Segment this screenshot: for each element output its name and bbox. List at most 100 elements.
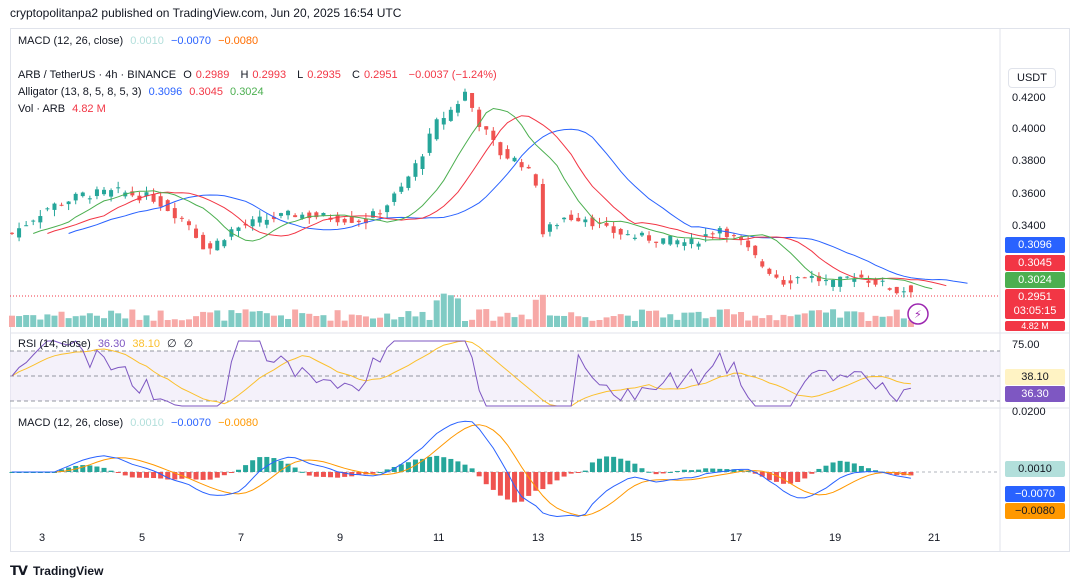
date-tick: 9 bbox=[337, 532, 344, 544]
volume-bar bbox=[603, 317, 610, 327]
volume-bar bbox=[858, 312, 865, 327]
candle-body bbox=[17, 228, 22, 238]
symbol-title: ARB / TetherUS · 4h · BINANCE bbox=[18, 69, 177, 81]
volume-bar bbox=[341, 320, 348, 327]
candle-body bbox=[413, 163, 418, 177]
macd-histogram-bar bbox=[745, 470, 751, 472]
macd-histogram-bar bbox=[108, 470, 114, 472]
macd-histogram-bar bbox=[384, 469, 390, 472]
macd-histogram-bar bbox=[299, 471, 305, 473]
volume-bar bbox=[490, 320, 497, 327]
ohlc-close: C 0.2951 bbox=[352, 69, 402, 81]
macd-histogram-bar bbox=[717, 468, 723, 472]
volume-bar bbox=[511, 317, 518, 327]
countdown-timer: 03:05:15 bbox=[1013, 305, 1057, 317]
macd-histogram-bar bbox=[441, 457, 447, 472]
volume-bar bbox=[221, 320, 228, 327]
candle-body bbox=[880, 280, 885, 282]
rsi-value-tag: 36.30 bbox=[1005, 386, 1065, 402]
macd-histogram-bar bbox=[87, 465, 93, 472]
candle-body bbox=[278, 213, 283, 216]
candle-body bbox=[109, 190, 114, 197]
volume-bar bbox=[766, 315, 773, 327]
macd-histogram-bar bbox=[420, 458, 426, 472]
volume-bar bbox=[709, 316, 716, 327]
volume-bar bbox=[171, 319, 178, 327]
macd-histogram-bar bbox=[221, 472, 227, 476]
volume-bar bbox=[872, 315, 879, 327]
candle-body bbox=[661, 238, 666, 244]
macd-histogram-bar bbox=[101, 467, 107, 472]
volume-bar bbox=[568, 312, 575, 327]
volume-bar bbox=[256, 311, 263, 327]
candle-body bbox=[908, 285, 913, 293]
currency-button[interactable]: USDT bbox=[1008, 68, 1056, 88]
low-value: 0.2935 bbox=[307, 69, 341, 81]
volume-bar bbox=[907, 320, 914, 327]
volume-bar bbox=[539, 294, 546, 327]
macd-legend[interactable]: MACD (12, 26, close) 0.0010 −0.0070 −0.0… bbox=[18, 417, 262, 429]
alligator-legend[interactable]: Alligator (13, 8, 5, 8, 5, 3) 0.3096 0.3… bbox=[18, 86, 268, 98]
macd-histogram-bar bbox=[844, 461, 850, 472]
macd-histogram-bar bbox=[618, 458, 624, 472]
macd-histogram-bar bbox=[136, 472, 142, 478]
macd-histogram-bar bbox=[865, 468, 871, 472]
macd-histogram-bar bbox=[59, 469, 65, 472]
macd-label: MACD (12, 26, close) bbox=[18, 417, 124, 429]
candle-body bbox=[774, 274, 779, 278]
volume-bar bbox=[320, 315, 327, 327]
rsi-legend[interactable]: RSI (14, close) 36.30 38.10 ∅ ∅ bbox=[18, 337, 197, 350]
top-macd-legend[interactable]: MACD (12, 26, close) 0.0010 −0.0070 −0.0… bbox=[18, 35, 262, 47]
volume-bar bbox=[391, 319, 398, 327]
volume-bar bbox=[185, 319, 192, 327]
volume-bar bbox=[469, 319, 476, 327]
rsi-empty-1: ∅ bbox=[167, 338, 177, 350]
candle-body bbox=[802, 277, 807, 279]
macd-histogram-bar bbox=[214, 472, 220, 478]
candle-body bbox=[448, 109, 453, 121]
top-macd-value-signal: −0.0080 bbox=[218, 35, 259, 47]
volume-legend[interactable]: Vol · ARB 4.82 M bbox=[18, 103, 110, 115]
macd-histogram-bar bbox=[271, 458, 277, 472]
volume-tag: 4.82 M bbox=[1005, 321, 1065, 331]
candle-body bbox=[845, 276, 850, 278]
volume-bar bbox=[773, 320, 780, 327]
volume-bar bbox=[313, 315, 320, 327]
candle-body bbox=[894, 286, 899, 294]
volume-bar bbox=[504, 312, 511, 327]
candle-body bbox=[264, 219, 269, 225]
candle-body bbox=[300, 214, 305, 219]
candle-body bbox=[767, 268, 772, 274]
macd-histogram-bar bbox=[646, 471, 652, 473]
macd-histogram-bar bbox=[497, 472, 503, 496]
rsi-line bbox=[11, 340, 912, 407]
candle-body bbox=[512, 157, 517, 162]
volume-label: Vol · ARB bbox=[18, 103, 66, 115]
macd-histogram-bar bbox=[476, 472, 482, 477]
alligator-jaw-line bbox=[68, 128, 968, 284]
alligator-lips-line bbox=[33, 107, 933, 290]
macd-histogram-bar bbox=[589, 462, 595, 472]
volume-bar bbox=[285, 318, 292, 327]
macd-histogram-bar bbox=[285, 463, 291, 472]
lightning-icon[interactable] bbox=[907, 303, 929, 325]
candle-body bbox=[59, 204, 64, 206]
volume-bar bbox=[801, 313, 808, 327]
candle-body bbox=[781, 279, 786, 285]
candle-body bbox=[555, 225, 560, 227]
candle-body bbox=[540, 184, 545, 235]
macd-histogram-bar bbox=[696, 469, 702, 472]
candle-body bbox=[632, 237, 637, 239]
candle-body bbox=[10, 232, 14, 234]
macd-histogram-bar bbox=[427, 456, 433, 472]
macd-histogram-bar bbox=[377, 471, 383, 473]
volume-bar bbox=[270, 315, 277, 327]
macd-histogram-bar bbox=[129, 472, 135, 478]
candle-body bbox=[356, 220, 361, 223]
candle-body bbox=[519, 162, 524, 168]
macd-histogram-bar bbox=[143, 472, 149, 478]
volume-bar bbox=[546, 315, 553, 327]
macd-histogram-bar bbox=[434, 455, 440, 472]
